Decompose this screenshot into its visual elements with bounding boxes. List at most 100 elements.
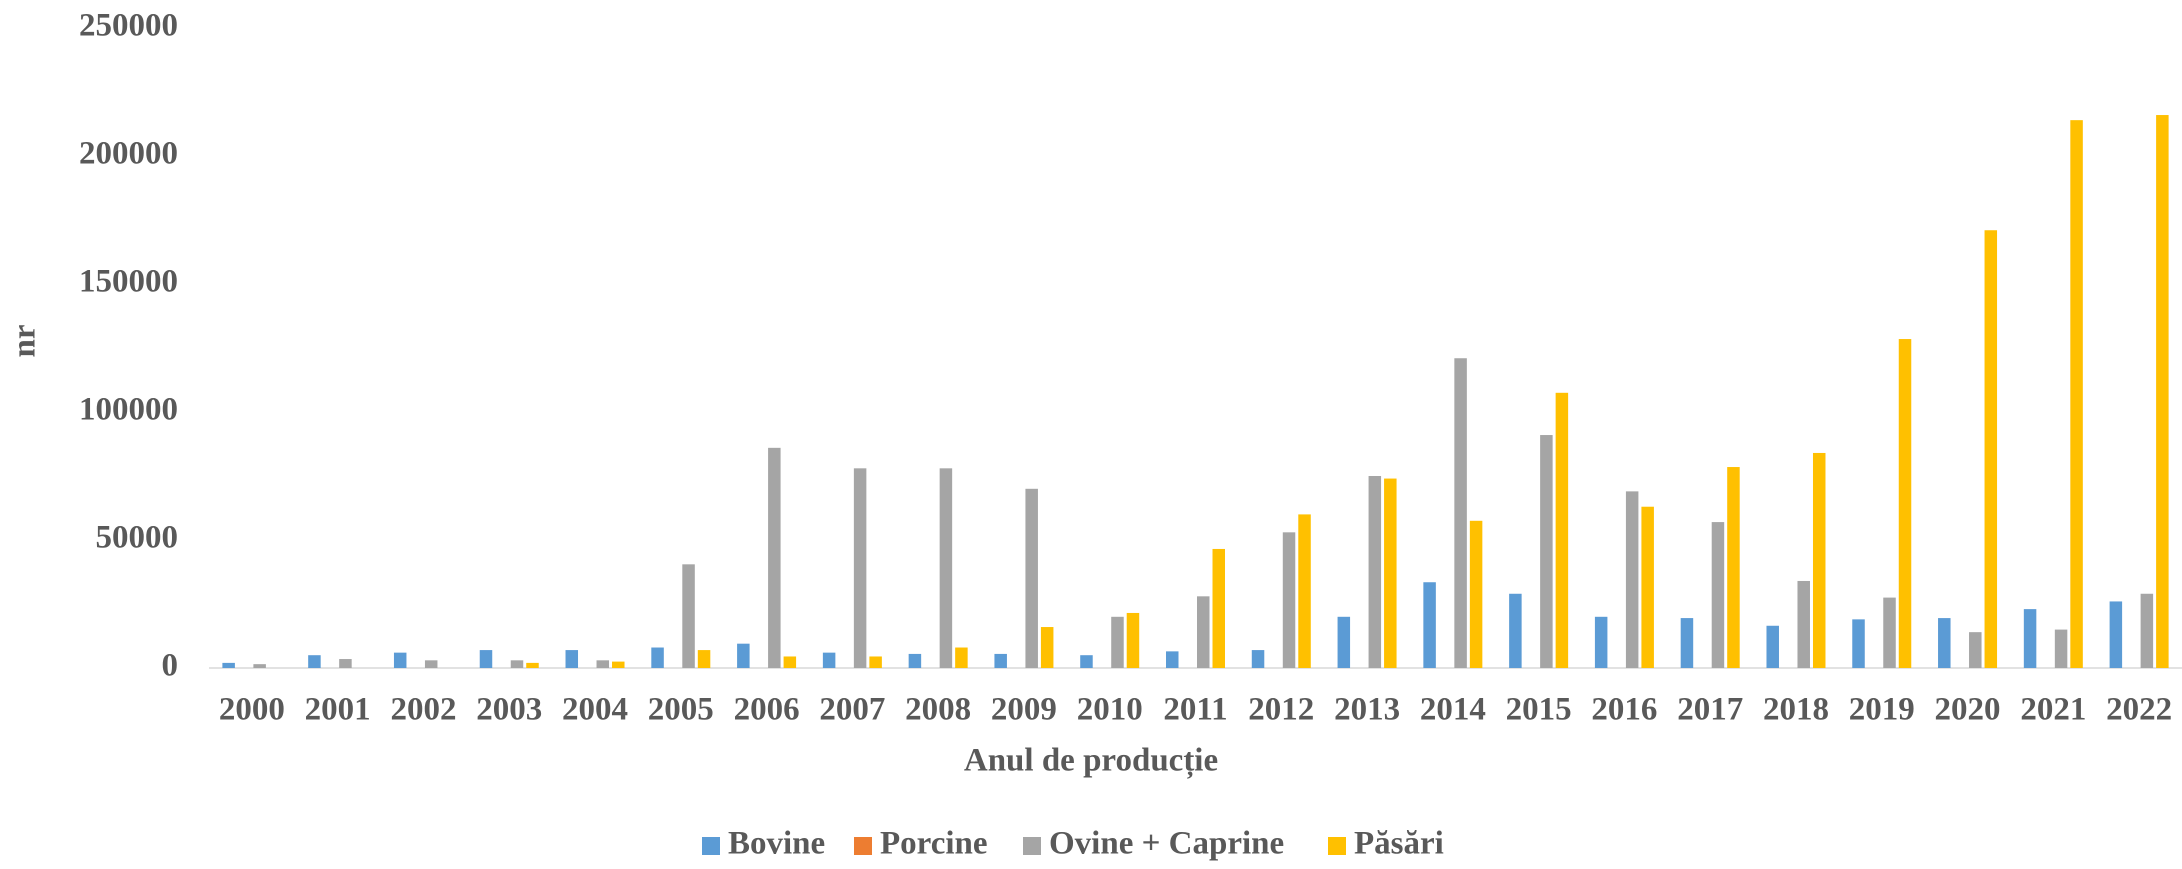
bar — [1680, 618, 1694, 668]
bar — [1469, 520, 1483, 668]
bar — [939, 468, 953, 668]
x-tick-label: 2017 — [1677, 692, 1743, 728]
bar — [1883, 597, 1896, 668]
bar — [1166, 651, 1179, 668]
bar — [510, 660, 524, 668]
legend-label: Porcine — [880, 826, 988, 862]
bar — [1509, 593, 1522, 668]
x-tick-label: 2018 — [1763, 692, 1829, 728]
bar — [565, 650, 579, 668]
x-tick-label: 2014 — [1420, 692, 1486, 728]
bar — [1368, 476, 1382, 668]
bar — [1898, 339, 1912, 668]
x-tick-label: 2004 — [562, 692, 628, 728]
x-tick-label: 2011 — [1163, 692, 1227, 728]
x-tick-label: 2010 — [1077, 692, 1143, 728]
bar — [1197, 596, 1210, 668]
bar — [697, 650, 711, 668]
bar — [2109, 601, 2123, 668]
x-tick-label: 2016 — [1591, 692, 1657, 728]
bar — [737, 643, 750, 668]
bar — [1040, 627, 1054, 668]
y-tick-label: 100000 — [79, 392, 178, 428]
x-tick-label: 2009 — [991, 692, 1057, 728]
bar — [1969, 632, 1982, 668]
y-tick-label: 250000 — [79, 8, 178, 44]
x-tick-label: 2006 — [734, 692, 800, 728]
bar — [1766, 625, 1779, 668]
bar — [479, 650, 493, 668]
bar — [1423, 582, 1436, 668]
bar — [1212, 548, 1225, 668]
bar — [2140, 593, 2154, 668]
bar — [1080, 655, 1093, 668]
bar — [1938, 618, 1951, 668]
bar — [1282, 532, 1296, 668]
bar — [308, 655, 321, 668]
bar — [2054, 629, 2068, 668]
x-tick-label: 2019 — [1849, 692, 1915, 728]
y-tick-label: 150000 — [79, 264, 178, 300]
x-tick-label: 2000 — [219, 692, 285, 728]
bar — [424, 660, 438, 668]
bar — [339, 659, 352, 668]
bar — [1625, 491, 1639, 668]
bar — [1384, 478, 1397, 668]
x-tick-label: 2002 — [390, 692, 456, 728]
legend-label: Bovine — [728, 826, 825, 862]
x-axis-label: Anul de producție — [964, 743, 1218, 780]
bar — [1251, 650, 1265, 668]
bar — [853, 468, 867, 668]
x-tick-label: 2005 — [648, 692, 714, 728]
x-tick-label: 2003 — [476, 692, 542, 728]
bar — [2156, 115, 2169, 669]
bar — [651, 647, 664, 668]
bar — [1540, 435, 1553, 668]
x-tick-label: 2015 — [1506, 692, 1572, 728]
legend-swatch — [854, 837, 872, 855]
bar — [596, 660, 610, 668]
bar — [1111, 616, 1124, 668]
bar — [1454, 358, 1467, 668]
bar — [1711, 522, 1725, 668]
legend-swatch — [1328, 837, 1346, 855]
x-tick-label: 2001 — [305, 692, 371, 728]
bar — [2070, 120, 2083, 668]
y-tick-label: 200000 — [79, 136, 178, 172]
bar — [1727, 467, 1740, 668]
bar — [1555, 392, 1569, 668]
x-tick-label: 2012 — [1248, 692, 1314, 728]
bar — [1126, 612, 1140, 668]
bar — [908, 653, 922, 668]
bar — [994, 653, 1007, 668]
bar — [768, 447, 781, 668]
bar — [1641, 506, 1654, 668]
bar — [612, 661, 625, 668]
y-tick-label: 0 — [162, 648, 179, 684]
bar — [783, 656, 797, 668]
legend-label: Păsări — [1354, 826, 1444, 862]
bar — [1025, 488, 1038, 668]
x-tick-label: 2020 — [1935, 692, 2001, 728]
x-tick-label: 2008 — [905, 692, 971, 728]
bar — [1812, 452, 1826, 668]
bar — [1984, 230, 1998, 669]
bar — [2023, 609, 2037, 668]
bar — [1594, 616, 1608, 668]
y-tick-label: 50000 — [96, 520, 179, 556]
bar — [1298, 514, 1311, 668]
bar — [526, 662, 539, 668]
bar — [682, 564, 695, 668]
bar — [822, 652, 836, 668]
bar — [955, 647, 968, 668]
x-tick-label: 2022 — [2106, 692, 2172, 728]
legend-swatch — [1023, 837, 1041, 855]
bar — [1852, 619, 1865, 668]
bar — [869, 656, 882, 668]
x-tick-label: 2021 — [2020, 692, 2086, 728]
x-tick-label: 2013 — [1334, 692, 1400, 728]
bar — [1797, 580, 1810, 668]
y-axis-label: nr — [7, 325, 43, 358]
legend-label: Ovine + Caprine — [1049, 826, 1284, 862]
